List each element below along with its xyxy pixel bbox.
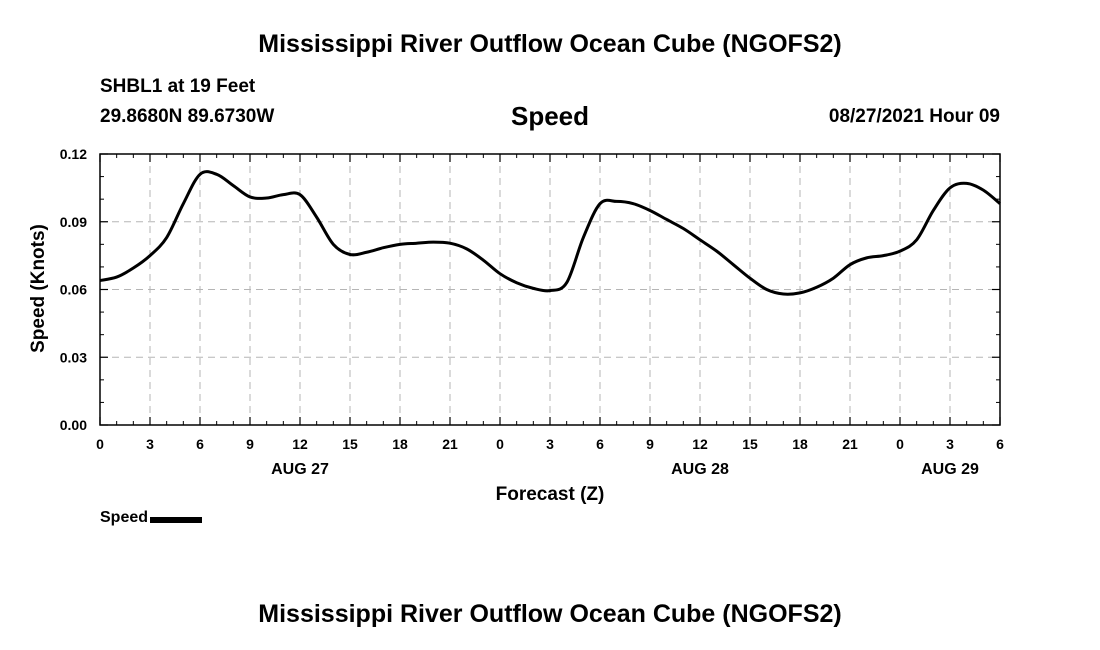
legend: Speed [100, 509, 203, 527]
date-label: AUG 27 [271, 461, 329, 478]
x-tick-label: 6 [596, 436, 604, 452]
y-axis-label: Speed (Knots) [28, 224, 49, 353]
x-tick-label: 3 [546, 436, 554, 452]
x-tick-label: 9 [246, 436, 254, 452]
x-tick-label: 18 [392, 436, 408, 452]
y-tick-label: 0.09 [60, 214, 87, 230]
x-tick-label: 6 [196, 436, 204, 452]
speed-series-line [99, 170, 1001, 296]
x-tick-label: 15 [742, 436, 758, 452]
x-tick-label: 0 [96, 436, 104, 452]
x-tick-label: 6 [996, 436, 1004, 452]
x-tick-label: 9 [646, 436, 654, 452]
x-tick-label: 12 [692, 436, 708, 452]
date-label: AUG 29 [921, 461, 979, 478]
legend-swatch [150, 516, 203, 523]
chart-header-title: Mississippi River Outflow Ocean Cube (NG… [258, 30, 842, 58]
station-label: SHBL1 at 19 Feet [100, 76, 256, 97]
x-tick-label: 0 [896, 436, 904, 452]
x-tick-label: 21 [842, 436, 858, 452]
y-tick-label: 0.03 [60, 349, 87, 365]
y-tick-label: 0.12 [60, 146, 87, 162]
y-tick-label: 0.06 [60, 282, 87, 298]
x-tick-label: 15 [342, 436, 358, 452]
series-layer [99, 170, 1001, 296]
date-label: AUG 28 [671, 461, 729, 478]
x-tick-label: 21 [442, 436, 458, 452]
chart-footer-title: Mississippi River Outflow Ocean Cube (NG… [258, 600, 842, 628]
tick-labels: 0 3 6 9 12 15 18 21 0 3 6 9 12 15 18 21 0 3 6 0.00 0.03 0.06 0… [60, 146, 1004, 478]
x-tick-label: 3 [146, 436, 154, 452]
coordinates-label: 29.8680N 89.6730W [100, 106, 275, 127]
y-tick-label: 0.00 [60, 417, 87, 433]
x-axis-label: Forecast (Z) [496, 484, 605, 505]
x-tick-label: 18 [792, 436, 808, 452]
x-tick-label: 3 [946, 436, 954, 452]
chart-title: Speed [510, 101, 590, 131]
axis-ticks [99, 153, 1001, 426]
x-tick-label: 0 [496, 436, 504, 452]
datetime-label: 08/27/2021 Hour 09 [828, 106, 1000, 127]
x-tick-label: 12 [292, 436, 308, 452]
legend-label: Speed [100, 509, 149, 526]
